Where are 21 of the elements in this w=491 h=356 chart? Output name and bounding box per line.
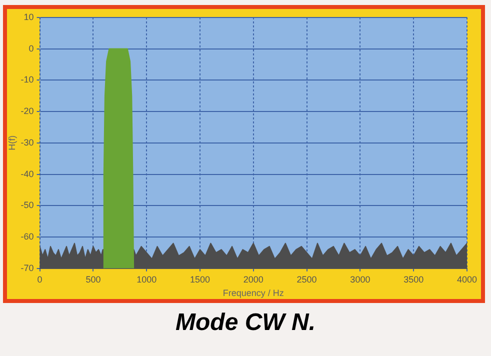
y-tick-label: -50	[20, 200, 34, 210]
x-tick-label: 0	[37, 274, 42, 284]
x-tick-label: 1500	[190, 274, 210, 284]
x-tick-label: 2500	[296, 274, 317, 284]
y-tick-label: 0	[28, 43, 34, 54]
y-tick-label: -60	[20, 232, 34, 242]
x-tick-label: 3000	[350, 274, 370, 284]
y-tick-label: -30	[20, 137, 34, 148]
x-tick-label: 500	[86, 274, 101, 284]
x-tick-label: 4000	[456, 274, 478, 284]
y-tick-label: 10	[24, 12, 34, 22]
y-axis-title: H(f)	[6, 135, 17, 150]
x-tick-label: 1000	[136, 274, 157, 284]
text: Mode CW N.	[174, 309, 316, 337]
x-tick-label: 3500	[404, 274, 424, 284]
y-tick-label: -70	[20, 262, 34, 273]
y-tick-label: -20	[20, 106, 34, 116]
y-tick-label: -10	[20, 74, 34, 85]
y-tick-label: -40	[20, 168, 34, 179]
x-axis-title: Frequency / Hz	[222, 288, 284, 298]
x-tick-label: 2000	[243, 274, 264, 284]
